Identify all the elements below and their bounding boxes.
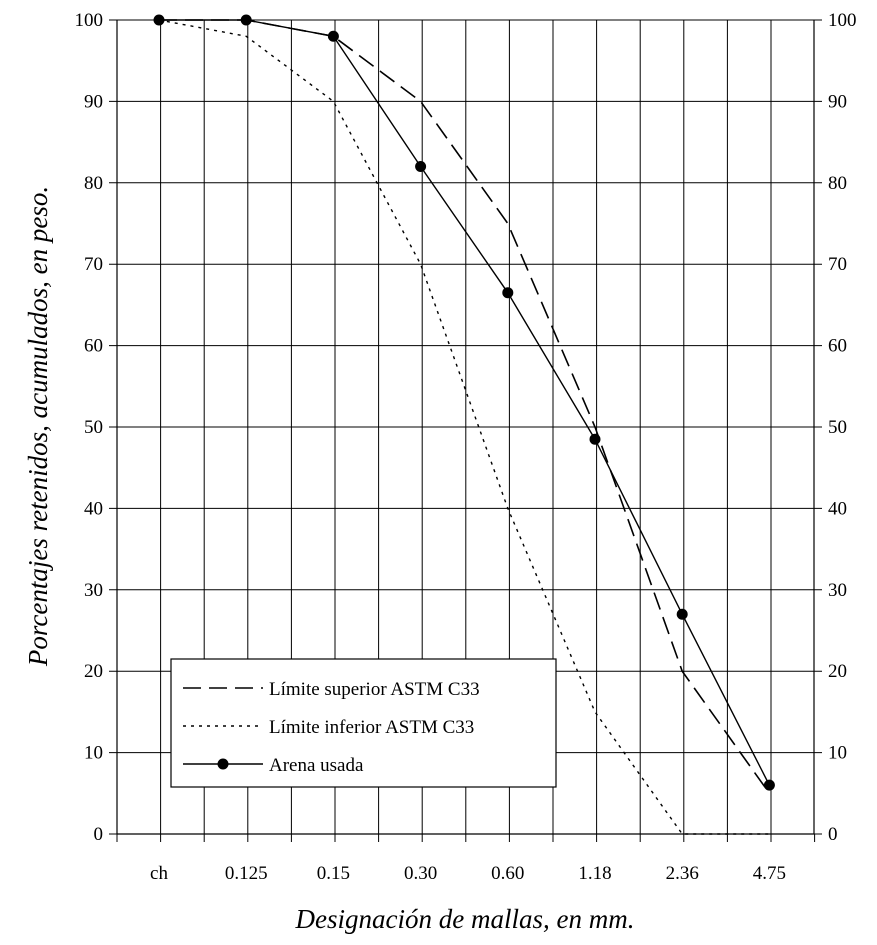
y-tick-label-left: 90 [84, 91, 103, 112]
x-tick-label: 0.15 [317, 863, 350, 884]
x-tick-label: 2.36 [666, 863, 699, 884]
data-point [502, 287, 514, 299]
x-tick-label: 1.18 [578, 863, 611, 884]
data-point [676, 608, 688, 620]
y-tick-label-left: 30 [84, 580, 103, 601]
series-line-dashed [159, 19, 771, 794]
y-tick-label-right: 100 [828, 10, 857, 31]
x-tick-label: 4.75 [753, 863, 786, 884]
y-tick-label-left: 60 [84, 336, 103, 357]
y-tick-label-left: 100 [75, 10, 104, 31]
y-axis-title: Porcentajes retenidos, acumulados, en pe… [23, 186, 53, 667]
legend-label: Arena usada [269, 755, 364, 776]
legend: Límite superior ASTM C33 Límite inferior … [170, 658, 557, 788]
y-tick-label-left: 10 [84, 743, 103, 764]
x-tick-label: 0.30 [404, 863, 437, 884]
y-tick-label-left: 40 [84, 498, 103, 519]
data-point [240, 14, 252, 26]
y-tick-label-left: 80 [84, 173, 103, 194]
series-line-dotted [158, 19, 770, 835]
data-point [763, 779, 775, 791]
y-tick-label-right: 10 [828, 743, 847, 764]
y-tick-label-right: 0 [828, 824, 838, 845]
axes: 0 0 10 10 20 20 30 30 40 40 50 50 60 60 70 70 80 80 90 90 10… [75, 10, 857, 884]
data-point [327, 30, 339, 42]
series-line-solid-marker [159, 19, 771, 786]
y-tick-label-right: 20 [828, 661, 847, 682]
legend-box [170, 658, 557, 788]
x-tick-label: 0.60 [491, 863, 524, 884]
y-tick-label-right: 80 [828, 173, 847, 194]
data-point [153, 14, 165, 26]
legend-marker [217, 758, 229, 770]
data-point [415, 161, 427, 173]
y-tick-label-left: 70 [84, 254, 103, 275]
data-point [589, 433, 601, 445]
y-tick-label-left: 20 [84, 661, 103, 682]
data-series [153, 14, 775, 835]
y-tick-label-right: 70 [828, 254, 847, 275]
y-tick-label-right: 40 [828, 498, 847, 519]
y-tick-label-right: 90 [828, 91, 847, 112]
legend-label: Límite superior ASTM C33 [269, 679, 480, 700]
x-tick-label: 0.125 [225, 863, 268, 884]
legend-label: Límite inferior ASTM C33 [269, 717, 474, 738]
y-tick-label-left: 0 [94, 824, 104, 845]
y-tick-label-right: 30 [828, 580, 847, 601]
y-tick-label-left: 50 [84, 417, 103, 438]
y-tick-label-right: 50 [828, 417, 847, 438]
y-tick-label-right: 60 [828, 336, 847, 357]
x-tick-label: ch [150, 863, 168, 884]
x-axis-title: Designación de mallas, en mm. [295, 904, 635, 934]
